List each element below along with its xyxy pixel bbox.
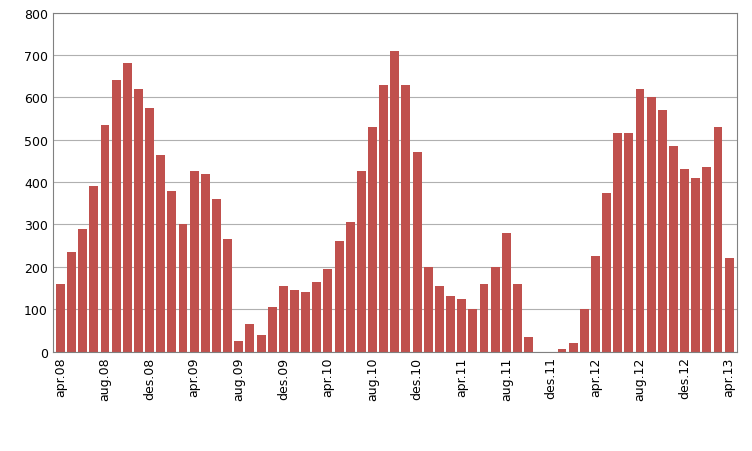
Bar [613,134,622,352]
Bar [368,128,377,352]
Bar [446,297,455,352]
Bar [413,153,422,352]
Bar [390,51,399,352]
Bar [78,229,87,352]
Bar [101,125,110,352]
Bar [223,240,232,352]
Bar [513,284,522,352]
Bar [346,223,355,352]
Bar [168,191,177,352]
Bar [435,286,444,352]
Bar [714,128,723,352]
Bar [647,98,656,352]
Bar [290,290,299,352]
Bar [457,299,466,352]
Bar [468,309,478,352]
Bar [89,187,99,352]
Bar [569,343,578,352]
Bar [424,267,432,352]
Bar [490,267,499,352]
Bar [502,234,511,352]
Bar [67,253,76,352]
Bar [302,293,310,352]
Bar [635,90,644,352]
Bar [245,324,254,352]
Bar [56,284,65,352]
Bar [480,284,488,352]
Bar [201,174,210,352]
Bar [212,199,221,352]
Bar [602,193,611,352]
Bar [624,134,633,352]
Bar [402,85,411,352]
Bar [591,257,600,352]
Bar [235,341,243,352]
Bar [725,259,734,352]
Bar [691,179,700,352]
Bar [680,170,689,352]
Bar [524,337,533,352]
Bar [256,335,265,352]
Bar [134,90,143,352]
Bar [323,269,332,352]
Bar [557,350,566,352]
Bar [268,308,277,352]
Bar [658,111,667,352]
Bar [123,64,132,352]
Bar [145,109,154,352]
Bar [335,242,344,352]
Bar [357,172,365,352]
Bar [702,168,711,352]
Bar [190,172,199,352]
Bar [279,286,288,352]
Bar [112,81,120,352]
Bar [580,309,589,352]
Bar [156,155,165,352]
Bar [312,282,321,352]
Bar [178,225,187,352]
Bar [379,85,388,352]
Bar [669,147,678,352]
